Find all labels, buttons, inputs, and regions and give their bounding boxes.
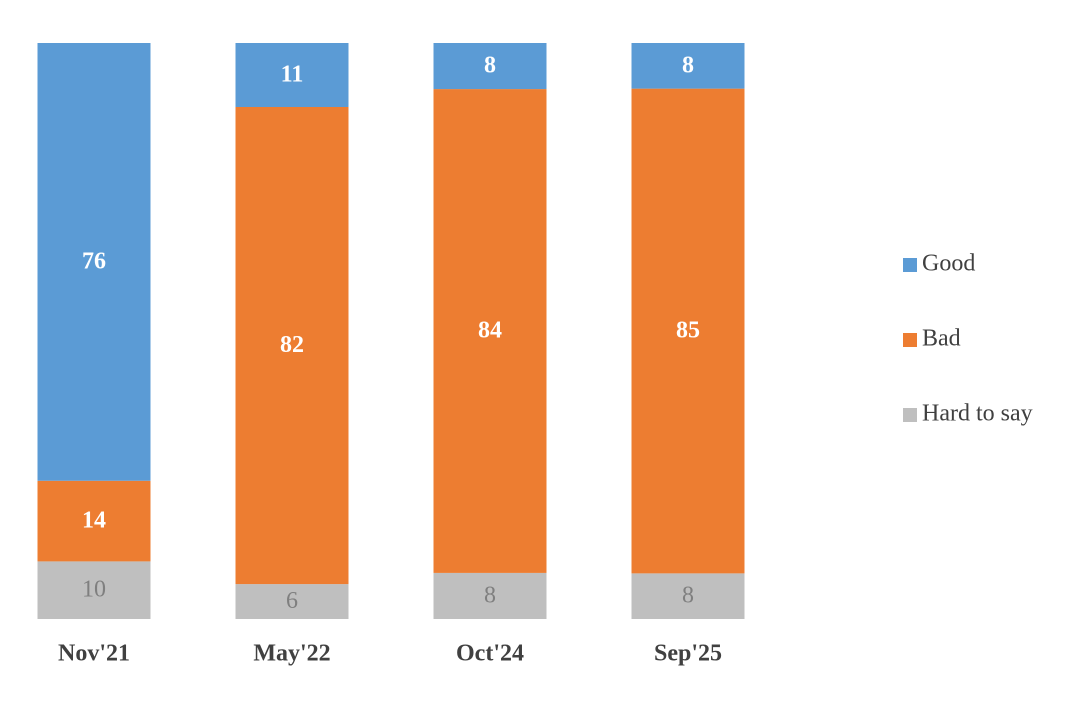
data-label: 6: [286, 588, 298, 614]
data-label: 8: [484, 582, 496, 608]
x-tick-label: Sep'25: [654, 641, 722, 667]
bar-segment: [433, 43, 547, 90]
data-label: 14: [82, 508, 106, 534]
bar-segment: [631, 88, 745, 574]
bar-segment: [433, 89, 547, 573]
bar-segment: [235, 43, 349, 107]
data-label: 11: [281, 62, 304, 88]
x-tick-label: Oct'24: [456, 641, 524, 667]
bar-segment: [631, 573, 745, 619]
data-label: 85: [676, 318, 700, 344]
data-label: 8: [484, 53, 496, 79]
legend-swatch: [903, 408, 917, 422]
data-label: 84: [478, 318, 502, 344]
data-label: 10: [82, 577, 106, 603]
legend-swatch: [903, 333, 917, 347]
legend-label: Bad: [922, 326, 961, 352]
bar-segment: [235, 584, 349, 619]
bar-segment: [235, 107, 349, 585]
bar-segment: [631, 43, 745, 89]
bar-segment: [37, 561, 151, 619]
legend-label: Good: [922, 251, 975, 277]
legend-swatch: [903, 258, 917, 272]
data-label: 8: [682, 583, 694, 609]
data-label: 8: [682, 52, 694, 78]
data-label: 76: [82, 248, 106, 274]
x-tick-label: Nov'21: [58, 641, 130, 667]
bar-segment: [37, 480, 151, 562]
legend-label: Hard to say: [922, 401, 1033, 427]
x-tick-label: May'22: [253, 641, 330, 667]
bar-segment: [433, 572, 547, 619]
bar-segment: [37, 43, 151, 481]
data-label: 82: [280, 332, 304, 358]
